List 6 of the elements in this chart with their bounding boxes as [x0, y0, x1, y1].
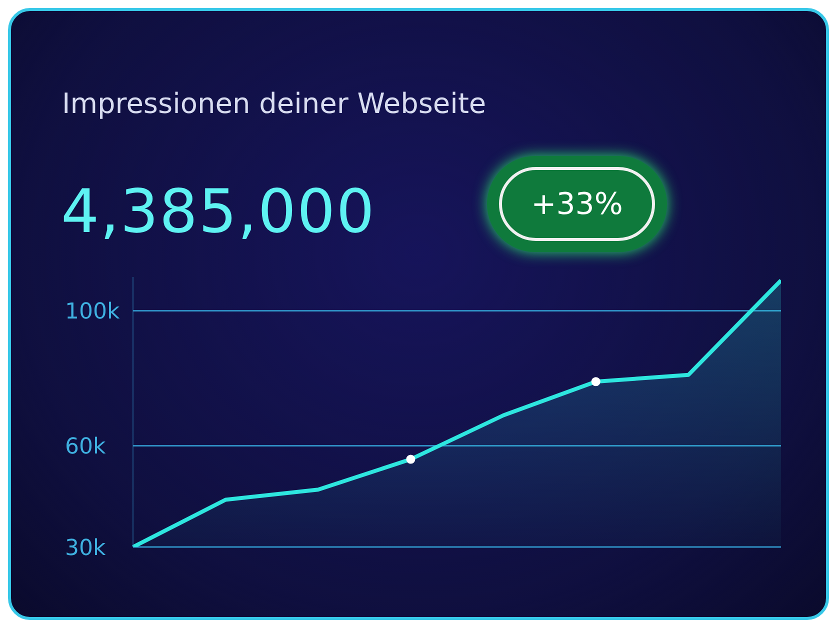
text: +33%: [499, 167, 655, 241]
y-tick-label: 30k: [65, 536, 106, 561]
y-tick-label: 60k: [65, 434, 106, 460]
chart-subtitle: 4,385,000: [61, 177, 376, 247]
chart-title: Impressionen deiner Webseite: [62, 87, 486, 120]
y-tick-label: 100k: [65, 300, 120, 325]
